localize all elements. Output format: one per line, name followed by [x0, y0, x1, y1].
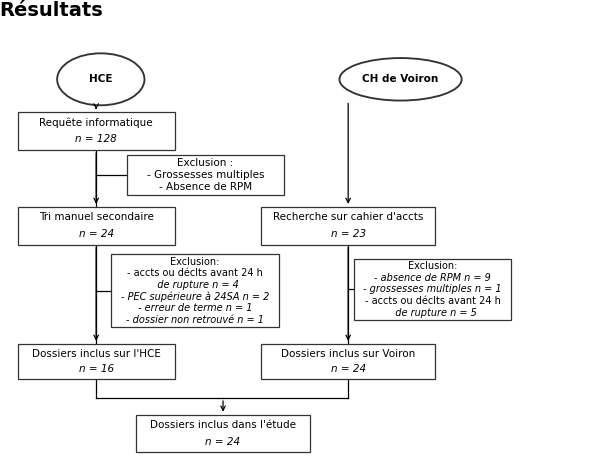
Text: Exclusion :: Exclusion :: [178, 158, 233, 168]
Text: Dossiers inclus sur l'HCE: Dossiers inclus sur l'HCE: [31, 349, 160, 359]
Ellipse shape: [57, 53, 144, 105]
Text: de rupture n = 5: de rupture n = 5: [388, 308, 476, 318]
Ellipse shape: [339, 58, 462, 101]
Text: Exclusion:: Exclusion:: [170, 256, 220, 266]
FancyBboxPatch shape: [261, 207, 435, 245]
Text: - absence de RPM n = 9: - absence de RPM n = 9: [374, 273, 491, 283]
FancyBboxPatch shape: [136, 415, 310, 452]
Text: n = 23: n = 23: [331, 229, 366, 239]
Text: n = 128: n = 128: [75, 134, 117, 144]
Text: - grossesses multiples n = 1: - grossesses multiples n = 1: [364, 285, 502, 294]
Text: - erreur de terme n = 1: - erreur de terme n = 1: [138, 303, 252, 313]
Text: Résultats: Résultats: [0, 1, 103, 20]
Text: CH de Voiron: CH de Voiron: [362, 74, 439, 84]
Text: Tri manuel secondaire: Tri manuel secondaire: [39, 212, 154, 222]
Text: Requête informatique: Requête informatique: [39, 118, 153, 128]
Text: - Grossesses multiples: - Grossesses multiples: [147, 170, 264, 180]
Text: n = 24: n = 24: [206, 437, 241, 446]
Text: HCE: HCE: [89, 74, 112, 84]
FancyBboxPatch shape: [18, 344, 175, 379]
Text: Recherche sur cahier d'accts: Recherche sur cahier d'accts: [273, 212, 424, 222]
FancyBboxPatch shape: [261, 344, 435, 379]
Text: n = 16: n = 16: [78, 364, 113, 374]
Text: n = 24: n = 24: [331, 364, 366, 374]
Text: n = 24: n = 24: [78, 229, 113, 239]
Text: Dossiers inclus sur Voiron: Dossiers inclus sur Voiron: [281, 349, 415, 359]
Text: de rupture n = 4: de rupture n = 4: [151, 280, 239, 290]
Text: - accts ou déclts avant 24 h: - accts ou déclts avant 24 h: [127, 268, 263, 278]
Text: - PEC supérieure à 24SA n = 2: - PEC supérieure à 24SA n = 2: [121, 291, 269, 302]
FancyBboxPatch shape: [18, 113, 175, 150]
Text: Exclusion:: Exclusion:: [408, 261, 457, 271]
Text: - dossier non retrouvé n = 1: - dossier non retrouvé n = 1: [126, 314, 264, 325]
FancyBboxPatch shape: [18, 207, 175, 245]
FancyBboxPatch shape: [127, 155, 284, 195]
Text: - accts ou déclts avant 24 h: - accts ou déclts avant 24 h: [365, 296, 501, 306]
FancyBboxPatch shape: [110, 254, 280, 327]
Text: Dossiers inclus dans l'étude: Dossiers inclus dans l'étude: [150, 420, 296, 430]
Text: - Absence de RPM: - Absence de RPM: [159, 182, 252, 192]
FancyBboxPatch shape: [354, 259, 511, 320]
